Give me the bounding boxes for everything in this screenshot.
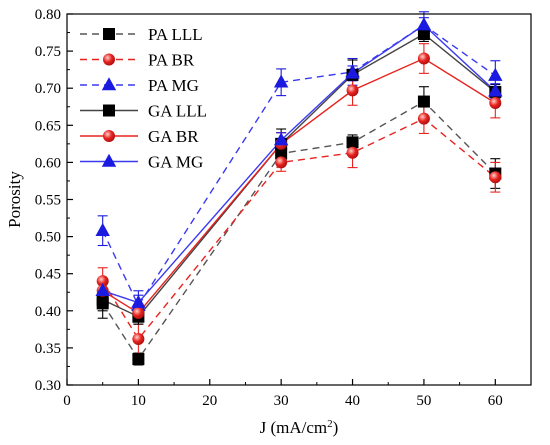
- legend-label: GA MG: [148, 153, 203, 172]
- plot-frame: [66, 13, 532, 386]
- y-tick-label: 0.50: [35, 230, 61, 246]
- y-tick-label: 0.40: [35, 304, 61, 320]
- data-point-ga-br: [489, 97, 502, 110]
- x-tick-label: 20: [202, 393, 217, 409]
- data-point-ga-mg: [95, 282, 110, 297]
- data-point-ga-mg: [345, 65, 360, 79]
- data-point-ga-mg: [131, 294, 146, 308]
- x-axis-title: J (mA/cm2): [260, 418, 339, 437]
- x-tick-label: 10: [131, 393, 146, 409]
- legend-entry-ga-mg: GA MG: [80, 153, 203, 172]
- legend-marker: [103, 28, 115, 40]
- data-point-pa-br: [417, 112, 430, 125]
- data-point-ga-br: [132, 307, 145, 320]
- legend-entry-pa-lll: PA LLL: [80, 25, 203, 44]
- data-point-pa-br: [346, 146, 359, 159]
- y-tick-label: 0.75: [35, 44, 61, 60]
- legend-label: GA LLL: [148, 102, 207, 121]
- data-point-pa-lll: [275, 147, 288, 160]
- y-axis-ticks: 0.30 0.35 0.40 0.45 0.50 0.55 0.60 0.65 0.70 0.75…: [35, 7, 73, 394]
- legend-label: PA MG: [148, 76, 199, 95]
- series-line-pa-mg: [102, 24, 496, 308]
- y-tick-label: 0.60: [35, 155, 61, 171]
- x-tick-label: 30: [274, 393, 289, 409]
- legend-label: PA BR: [148, 51, 195, 70]
- legend: PA LLL PA BR PA MG GA LLL GA BR GA MG: [80, 25, 207, 172]
- y-tick-label: 0.65: [35, 118, 61, 134]
- data-point-ga-mg: [273, 132, 289, 146]
- data-point-ga-mg: [416, 17, 432, 31]
- legend-marker: [103, 130, 115, 142]
- data-point-pa-mg: [273, 74, 289, 88]
- y-tick-label: 0.35: [35, 341, 61, 357]
- data-point-pa-br: [489, 171, 502, 184]
- data-point-pa-lll: [417, 95, 430, 108]
- data-point-pa-br: [132, 332, 145, 345]
- data-point-ga-br: [417, 52, 430, 65]
- series-line-pa-lll: [102, 100, 496, 361]
- series-line-ga-br: [102, 57, 496, 314]
- x-tick-label: 50: [416, 393, 431, 409]
- data-point-pa-mg: [95, 222, 110, 236]
- y-axis-title: Porosity: [5, 171, 24, 228]
- legend-marker: [103, 104, 115, 117]
- data-point-ga-mg: [488, 83, 503, 97]
- legend-marker: [103, 53, 115, 66]
- legend-label: GA BR: [148, 127, 199, 146]
- x-tick-label: 60: [488, 393, 503, 409]
- x-tick-label: 40: [345, 393, 360, 409]
- data-point-ga-br: [346, 84, 359, 97]
- legend-marker: [101, 153, 117, 167]
- data-point-pa-lll: [346, 136, 359, 149]
- legend-entry-pa-br: PA BR: [80, 51, 195, 70]
- y-tick-label: 0.30: [35, 378, 61, 394]
- data-markers: [95, 17, 503, 366]
- data-point-ga-lll: [96, 293, 109, 306]
- data-point-pa-mg: [488, 67, 503, 81]
- data-point-pa-lll: [132, 353, 145, 366]
- legend-label: PA LLL: [148, 25, 203, 44]
- legend-entry-pa-mg: PA MG: [80, 76, 199, 95]
- y-tick-label: 0.55: [35, 193, 61, 209]
- y-tick-label: 0.70: [35, 81, 61, 97]
- x-axis-ticks: 0 10 20 30 40 50 60: [63, 379, 503, 409]
- y-tick-label: 0.45: [35, 267, 61, 283]
- data-point-pa-br: [275, 156, 288, 169]
- legend-marker: [101, 77, 117, 91]
- data-point-pa-br: [96, 275, 109, 288]
- x-tick-label: 0: [63, 393, 71, 409]
- data-point-ga-lll: [417, 28, 430, 41]
- y-tick-label: 0.80: [35, 7, 61, 23]
- series-line-pa-br: [102, 117, 496, 341]
- legend-entry-ga-br: GA BR: [80, 127, 199, 146]
- series-line-ga-mg: [102, 24, 496, 304]
- legend-entry-ga-lll: GA LLL: [80, 102, 207, 121]
